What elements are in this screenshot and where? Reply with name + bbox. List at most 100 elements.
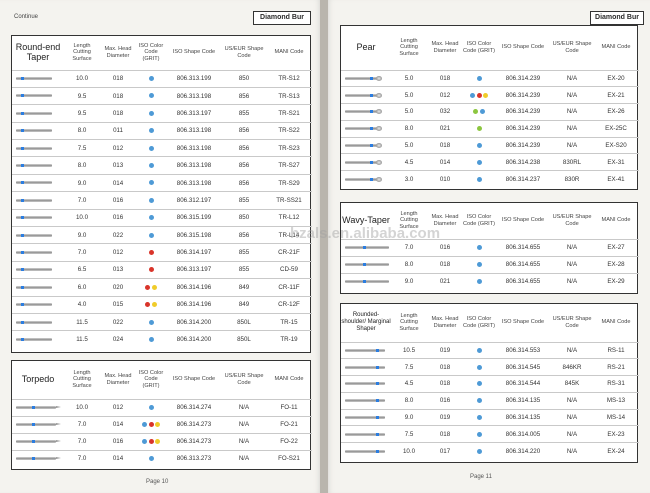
grit-color-cell [463,272,495,290]
length-cell: 9.0 [391,272,427,290]
us-eur-cell: N/A [551,86,593,104]
bur-shape-icon [345,399,385,403]
grit-color-cell [463,119,495,138]
mani-code-cell: CR-11F [266,278,312,297]
iso-shape-cell: 806.314.200 [166,330,222,349]
table-row: 7.0 014 806.313.273 N/A FO-S21 [12,449,312,467]
diameter-cell: 018 [427,136,463,154]
us-eur-cell: N/A [551,425,593,443]
mani-code-cell: TR-S29 [266,173,312,192]
iso-shape-cell: 806.314.273 [166,415,222,433]
iso-shape-cell: 806.314.196 [166,295,222,314]
grit-color-cell [136,449,166,467]
iso-shape-cell: 806.314.544 [495,375,551,393]
grit-color-cell [136,415,166,433]
diamond-bur-header-right: Diamond Bur [590,11,644,25]
bur-image [341,86,391,104]
yellow-grit-dot-icon [482,92,488,98]
mani-code-cell: EX-S20 [593,136,639,154]
bur-shape-icon [16,129,52,133]
length-cell: 7.5 [391,358,427,376]
bur-image [12,191,64,210]
length-cell: 10.0 [64,208,100,227]
blue-grit-dot-icon [476,261,482,267]
red-grit-dot-icon [148,421,154,427]
red-grit-dot-icon [148,267,154,273]
iso-shape-cell: 806.313.198 [166,173,222,192]
blue-grit-dot-icon [148,145,154,151]
mani-code-cell: RS-11 [593,341,639,359]
bur-image [341,375,391,393]
iso-shape-cell: 806.314.655 [495,255,551,273]
mani-code-cell: CR-21F [266,243,312,262]
mani-code-cell: EX-20 [593,69,639,87]
us-eur-cell: N/A [551,255,593,273]
grit-color-cell [463,255,495,273]
grit-color-cell [463,136,495,154]
bur-image [341,153,391,171]
bur-shape-icon [16,405,61,409]
length-cell: 4.5 [391,153,427,171]
iso-shape-cell: 806.314.239 [495,103,551,121]
blue-grit-dot-icon [148,456,154,462]
diameter-cell: 013 [100,260,136,279]
table-row: 10.0 016 806.315.199 850 TR-L12 [12,208,312,227]
bur-shape-icon [16,268,52,272]
blue-grit-dot-icon [148,163,154,168]
col-mani: MANI Code [601,44,631,51]
blue-grit-dot-icon [476,347,482,353]
blue-grit-dot-icon [142,438,148,444]
blue-grit-dot-icon [142,421,148,427]
us-eur-cell: 850L [222,330,266,349]
table-row: 10.0 017 806.314.220 N/A EX-24 [341,442,639,460]
iso-shape-cell: 806.314.274 [166,398,222,416]
bur-shape-icon [345,245,389,249]
table-row: 4.0 015 806.314.196 849 CR-12F [12,295,312,314]
length-cell: 4.5 [391,375,427,393]
bur-shape-icon [345,432,385,436]
diameter-cell: 014 [100,449,136,467]
col-mani: MANI Code [274,376,304,383]
length-cell: 8.0 [391,255,427,273]
table-row: 10.0 018 806.313.199 850 TR-S12 [12,69,312,88]
diameter-cell: 010 [427,170,463,188]
grit-color-cell [136,260,166,279]
grit-color-cell [136,432,166,450]
bur-shape-icon [16,94,52,98]
diameter-cell: 018 [427,425,463,443]
length-cell: 6.5 [64,260,100,279]
table-row: 10.5 019 806.314.553 N/A RS-11 [341,341,639,359]
us-eur-cell: 855 [222,191,266,210]
col-us-eur: US/EUR Shape Code [552,316,592,329]
blue-grit-dot-icon [476,159,482,165]
table-row: 7.0 016 806.312.197 855 TR-SS21 [12,191,312,210]
mani-code-cell: EX-25C [593,119,639,138]
bur-shape-icon [345,382,385,386]
col-us-eur: US/EUR Shape Code [552,214,592,227]
us-eur-cell: N/A [551,119,593,138]
bur-shape-icon [16,303,52,307]
bur-shape-icon [345,176,382,182]
bur-image [12,295,64,314]
us-eur-cell: N/A [551,408,593,426]
bur-shape-icon [16,198,52,202]
col-mani: MANI Code [274,49,304,56]
mani-code-cell: TR-L12 [266,208,312,227]
iso-shape-cell: 806.314.197 [166,243,222,262]
diameter-cell: 015 [100,295,136,314]
bur-image [12,121,64,140]
iso-shape-cell: 806.314.135 [495,391,551,410]
mani-code-cell: FO-11 [266,398,312,416]
table-row: 5.0 018 806.314.239 N/A EX-S20 [341,136,639,154]
bur-shape-icon [16,77,52,81]
iso-shape-cell: 806.315.199 [166,208,222,227]
bur-shape-icon [345,159,382,165]
bur-shape-icon [345,109,382,115]
blue-grit-dot-icon [476,75,482,81]
us-eur-cell: N/A [551,136,593,154]
col-iso-shape: ISO Shape Code [501,44,545,51]
iso-shape-cell: 806.313.199 [166,69,222,88]
mani-code-cell: TR-S13 [266,86,312,105]
blue-grit-dot-icon [476,176,482,182]
grit-color-cell [136,173,166,192]
